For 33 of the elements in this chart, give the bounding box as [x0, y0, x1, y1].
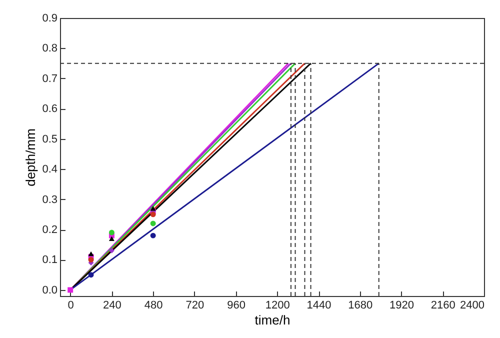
y-tick-label: 0.3: [42, 194, 58, 206]
point: [88, 257, 94, 262]
x-tick-label: 240: [103, 300, 122, 312]
y-tick-label: 0.4: [42, 164, 58, 176]
y-tick-label: 0.2: [42, 224, 58, 236]
point: [88, 272, 94, 278]
x-tick-label: 1440: [306, 300, 332, 312]
y-tick-label: 0.6: [42, 103, 58, 116]
point: [108, 248, 114, 254]
y-tick-label: 0.1: [42, 254, 58, 266]
point: [108, 230, 114, 236]
x-tick-label: 480: [144, 300, 163, 312]
x-tick-label: 1920: [390, 300, 414, 312]
x-tick-label: 960: [227, 300, 246, 312]
point: [150, 232, 156, 238]
x-tick-label: 0: [68, 300, 74, 312]
y-tick-label: 0.5: [42, 133, 58, 146]
y-tick-label: 0.7: [42, 72, 58, 85]
point: [150, 212, 156, 218]
point: [108, 236, 114, 241]
point: [88, 251, 94, 256]
y-tick-label: 0.8: [42, 42, 58, 55]
y-tick-label: 0.0: [42, 284, 58, 296]
x-tick-label: 2400: [460, 300, 484, 312]
x-tick-label: 1680: [348, 300, 373, 312]
x-tick-label: 2160: [430, 300, 456, 312]
y-axis-title: depth/mm: [23, 128, 38, 186]
point: [68, 287, 74, 293]
y-tick-label: 0.9: [42, 12, 58, 24]
x-tick-label: 720: [186, 300, 204, 312]
point: [150, 220, 156, 226]
x-tick-label: 1200: [265, 300, 290, 312]
x-axis-title: time/h: [254, 312, 290, 328]
